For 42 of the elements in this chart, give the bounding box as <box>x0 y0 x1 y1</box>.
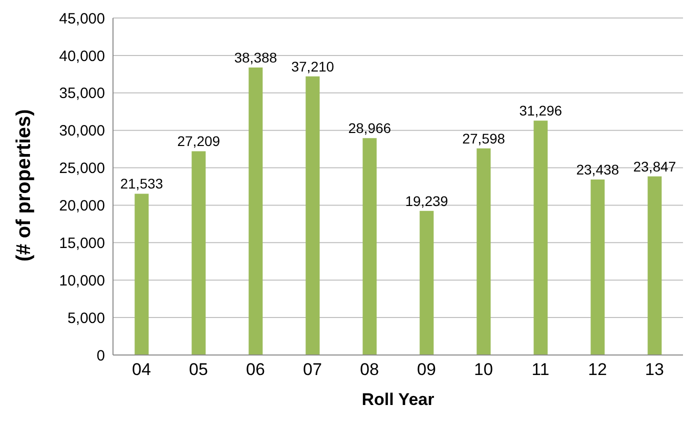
bar <box>534 120 548 355</box>
data-label: 21,533 <box>120 176 164 192</box>
data-label: 31,296 <box>519 102 562 119</box>
bar <box>476 148 491 355</box>
bar <box>362 138 377 355</box>
bar <box>192 151 206 355</box>
bar <box>248 68 263 355</box>
bar <box>648 176 662 355</box>
x-tick-label: 04 <box>132 360 151 380</box>
x-tick-label: 07 <box>303 360 322 380</box>
y-tick-label: 5,000 <box>67 310 105 327</box>
data-label: 23,847 <box>633 158 676 174</box>
y-tick-label: 35,000 <box>59 85 105 102</box>
data-label: 27,209 <box>177 133 220 150</box>
data-label: 23,438 <box>576 161 620 178</box>
y-tick-label: 20,000 <box>59 198 105 215</box>
x-tick-label: 06 <box>246 360 265 380</box>
y-tick-label: 30,000 <box>59 122 105 140</box>
x-tick-label: 13 <box>645 360 664 380</box>
bar <box>306 76 320 355</box>
y-tick-label: 15,000 <box>59 234 105 252</box>
y-tick-label: 45,000 <box>59 10 105 28</box>
bar <box>420 210 434 355</box>
y-tick-label: 10,000 <box>59 272 105 290</box>
bar <box>134 194 149 355</box>
x-tick-label: 10 <box>474 360 493 380</box>
x-tick-label: 11 <box>532 360 550 380</box>
data-label: 28,966 <box>348 120 392 136</box>
x-axis-title: Roll Year <box>362 390 435 409</box>
y-tick-label: 25,000 <box>59 160 105 178</box>
x-tick-label: 08 <box>360 360 379 380</box>
x-tick-label: 09 <box>417 360 436 380</box>
data-label: 38,388 <box>234 50 278 66</box>
y-tick-label: 0 <box>96 347 105 364</box>
data-label: 27,598 <box>462 130 506 146</box>
x-tick-label: 12 <box>588 360 607 380</box>
data-label: 37,210 <box>291 58 334 74</box>
y-axis-title: (# of properties) <box>13 109 36 262</box>
data-label: 19,239 <box>405 192 448 209</box>
x-tick-label: 05 <box>189 360 208 380</box>
y-tick-label: 40,000 <box>59 48 105 65</box>
bar <box>590 179 605 355</box>
